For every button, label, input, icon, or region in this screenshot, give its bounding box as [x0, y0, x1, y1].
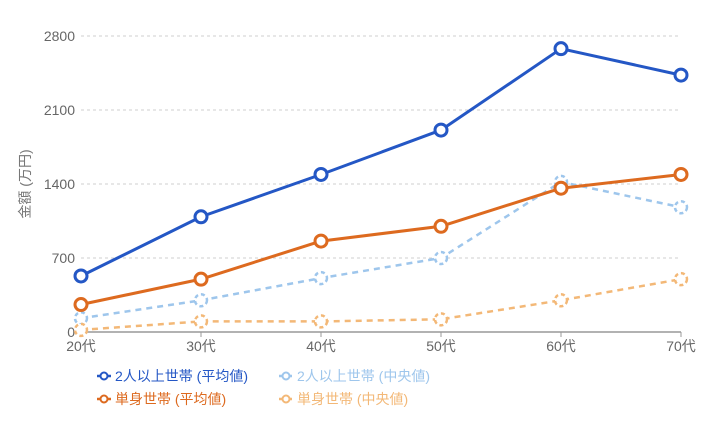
data-point[interactable] [193, 271, 209, 287]
data-point[interactable] [673, 67, 689, 83]
data-point[interactable] [193, 314, 209, 329]
x-tick-label: 60代 [546, 338, 576, 354]
data-point[interactable] [673, 200, 689, 215]
y-tick-label: 700 [52, 250, 76, 266]
data-point[interactable] [433, 250, 449, 266]
series-line [80, 172, 682, 306]
legend-label: 単身世帯 (平均値) [115, 391, 226, 407]
x-tick-label: 50代 [426, 338, 456, 354]
data-point[interactable] [73, 322, 89, 338]
legend-item[interactable]: 2人以上世帯 (中央値) [279, 368, 430, 384]
data-point[interactable] [313, 233, 329, 249]
data-point[interactable] [673, 271, 689, 287]
y-tick-label: 2800 [44, 28, 75, 44]
data-point[interactable] [313, 314, 329, 329]
data-point[interactable] [673, 166, 689, 182]
y-tick-label: 0 [67, 324, 75, 340]
series-line [80, 180, 682, 320]
x-tick-label: 40代 [306, 338, 336, 354]
data-point[interactable] [73, 268, 89, 284]
y-axis-title: 金額 (万円) [17, 149, 33, 218]
data-point[interactable] [433, 122, 449, 138]
data-point[interactable] [73, 297, 89, 313]
data-point[interactable] [313, 270, 329, 286]
data-point[interactable] [193, 293, 209, 308]
legend-marker [281, 371, 291, 381]
data-point[interactable] [73, 311, 89, 326]
x-tick-label: 30代 [186, 338, 216, 354]
series-line [80, 47, 682, 278]
legend-item[interactable]: 単身世帯 (中央値) [279, 391, 408, 407]
legend-marker [281, 394, 291, 404]
x-tick-label: 70代 [666, 338, 696, 354]
legend-label: 2人以上世帯 (平均値) [115, 368, 248, 384]
data-point[interactable] [313, 166, 329, 182]
data-point[interactable] [553, 180, 569, 196]
legend-marker [99, 394, 109, 404]
y-tick-label: 1400 [44, 176, 75, 192]
data-point[interactable] [553, 41, 569, 57]
legend-marker [99, 371, 109, 381]
legend-item[interactable]: 2人以上世帯 (平均値) [97, 368, 248, 384]
axes: 0 700 1400 2100 2800 20代 30代 40代 50代 60代 70代 金額 (万円… [17, 28, 696, 354]
x-tick-label: 20代 [66, 338, 96, 354]
legend-label: 単身世帯 (中央値) [297, 391, 408, 407]
legend-label: 2人以上世帯 (中央値) [297, 368, 430, 384]
legend[interactable]: 2人以上世帯 (平均値) 2人以上世帯 (中央値) 単身世帯 (平均値) 単身世帯 (… [97, 368, 430, 407]
gridlines [81, 35, 681, 259]
data-point[interactable] [433, 312, 449, 327]
data-point[interactable] [193, 209, 209, 225]
data-point[interactable] [553, 293, 569, 308]
series-line [80, 277, 682, 332]
data-point[interactable] [433, 218, 449, 234]
legend-item[interactable]: 単身世帯 (平均値) [97, 391, 226, 407]
y-tick-label: 2100 [44, 102, 75, 118]
series-lines [73, 41, 689, 338]
